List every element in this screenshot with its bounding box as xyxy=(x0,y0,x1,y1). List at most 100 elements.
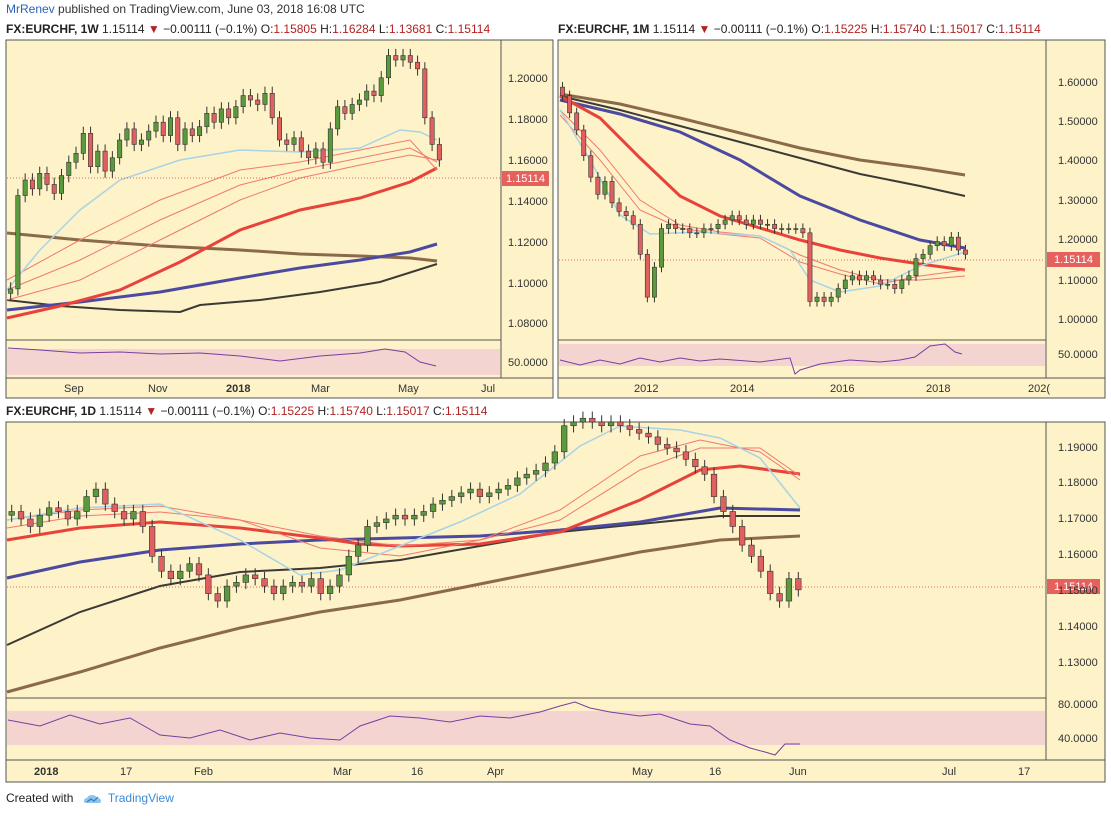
daily-candle xyxy=(720,496,727,512)
weekly-candle xyxy=(429,117,435,145)
daily-candle xyxy=(607,421,615,427)
daily-candle xyxy=(776,593,783,602)
tradingview-cloud-icon xyxy=(83,794,101,803)
daily-candle xyxy=(504,485,512,490)
daily-candle xyxy=(55,507,62,512)
monthly-candle xyxy=(864,275,869,281)
daily-candle xyxy=(570,421,577,427)
weekly-candle xyxy=(422,68,428,119)
monthly-candle xyxy=(673,223,679,229)
monthly-candle xyxy=(630,215,636,225)
daily-candle xyxy=(532,470,540,475)
weekly-candle xyxy=(327,128,333,163)
daily-candle xyxy=(383,518,390,524)
monthly-candle xyxy=(821,296,827,302)
daily-candle xyxy=(326,585,334,594)
daily-candle xyxy=(401,514,409,520)
weekly-candle xyxy=(306,150,312,159)
weekly-high: 1.16284 xyxy=(332,22,376,36)
daily-ma-dark xyxy=(6,515,800,646)
daily-rsi-tick: 80.0000 xyxy=(1058,699,1098,711)
daily-candle xyxy=(27,518,34,527)
daily-close: 1.15114 xyxy=(444,404,488,418)
monthly-price-axis[interactable] xyxy=(1045,39,1106,379)
daily-y-tick: 1.19000 xyxy=(1058,442,1098,454)
daily-candle xyxy=(729,511,736,527)
daily-candle xyxy=(767,570,774,594)
monthly-candle xyxy=(722,219,728,225)
monthly-ma-lightblue xyxy=(559,109,966,293)
weekly-candle xyxy=(320,148,326,163)
monthly-candle xyxy=(758,219,763,225)
daily-candle xyxy=(626,425,633,430)
weekly-time-axis[interactable] xyxy=(5,377,554,399)
daily-candle xyxy=(280,585,287,594)
daily-candle xyxy=(748,544,755,557)
monthly-y-tick: 1.00000 xyxy=(1058,314,1098,326)
monthly-y-tick: 1.10000 xyxy=(1058,275,1098,287)
monthly-candle xyxy=(899,279,905,289)
daily-candle xyxy=(411,514,418,520)
monthly-close: 1.15114 xyxy=(998,22,1041,36)
monthly-candle xyxy=(906,275,912,281)
weekly-rsi-band xyxy=(7,349,500,375)
daily-candle xyxy=(664,444,671,449)
monthly-candle xyxy=(652,266,657,298)
daily-candle xyxy=(308,578,315,587)
daily-candle xyxy=(692,458,699,468)
daily-y-tick: 1.16000 xyxy=(1058,549,1098,561)
monthly-candle xyxy=(835,288,841,298)
down-arrow-icon: ▼ xyxy=(147,22,160,36)
weekly-candle xyxy=(95,150,101,167)
weekly-candle xyxy=(102,150,108,172)
daily-rsi-tick: 40.0000 xyxy=(1058,733,1098,745)
daily-symbol: FX:EURCHF, 1D xyxy=(6,404,97,418)
monthly-candle xyxy=(644,253,650,298)
monthly-candle xyxy=(800,228,806,234)
monthly-candle xyxy=(701,228,707,234)
monthly-candle xyxy=(772,223,778,229)
daily-time-axis[interactable] xyxy=(5,759,1106,783)
weekly-candle xyxy=(436,144,442,161)
monthly-candle xyxy=(581,129,587,157)
monthly-candle xyxy=(736,215,742,221)
weekly-candle xyxy=(160,121,166,136)
daily-legend: FX:EURCHF, 1D 1.15114 ▼ −0.00111 (−0.1%)… xyxy=(6,404,488,418)
weekly-candle xyxy=(415,61,421,70)
weekly-candle xyxy=(88,133,94,167)
weekly-ma-red-1 xyxy=(6,154,438,301)
daily-candle xyxy=(252,574,259,579)
weekly-candle xyxy=(197,126,203,136)
weekly-candle xyxy=(168,117,173,136)
monthly-plot-area[interactable] xyxy=(557,39,1047,341)
daily-candle xyxy=(195,563,203,576)
monthly-candle xyxy=(807,232,813,302)
monthly-open: 1.15225 xyxy=(824,22,868,36)
weekly-plot-area[interactable] xyxy=(5,39,502,341)
daily-candle xyxy=(167,570,174,579)
daily-x-tick: Jul xyxy=(942,766,956,778)
weekly-candle xyxy=(400,55,406,61)
daily-plot-area[interactable] xyxy=(5,421,1047,699)
weekly-symbol: FX:EURCHF, 1W xyxy=(6,22,99,36)
monthly-candle xyxy=(623,211,629,217)
weekly-candle xyxy=(378,77,384,96)
author-name[interactable]: MrRenev xyxy=(6,2,55,16)
monthly-candle xyxy=(588,155,594,178)
monthly-ma-brown xyxy=(559,92,966,177)
tradingview-link[interactable]: TradingView xyxy=(107,791,174,805)
daily-y-tick: 1.13000 xyxy=(1058,657,1098,669)
daily-candle xyxy=(495,488,502,494)
monthly-time-axis[interactable] xyxy=(557,377,1106,399)
monthly-candle xyxy=(602,181,608,195)
daily-ma-brown xyxy=(6,534,801,694)
daily-candle xyxy=(92,488,100,497)
daily-open: 1.15225 xyxy=(270,404,315,418)
daily-price-label: 1.15114 xyxy=(1054,581,1093,593)
monthly-high: 1.15740 xyxy=(882,22,927,36)
weekly-y-tick: 1.18000 xyxy=(508,114,548,126)
daily-candle xyxy=(710,473,718,497)
monthly-candle xyxy=(779,228,785,230)
weekly-candle xyxy=(386,55,391,79)
